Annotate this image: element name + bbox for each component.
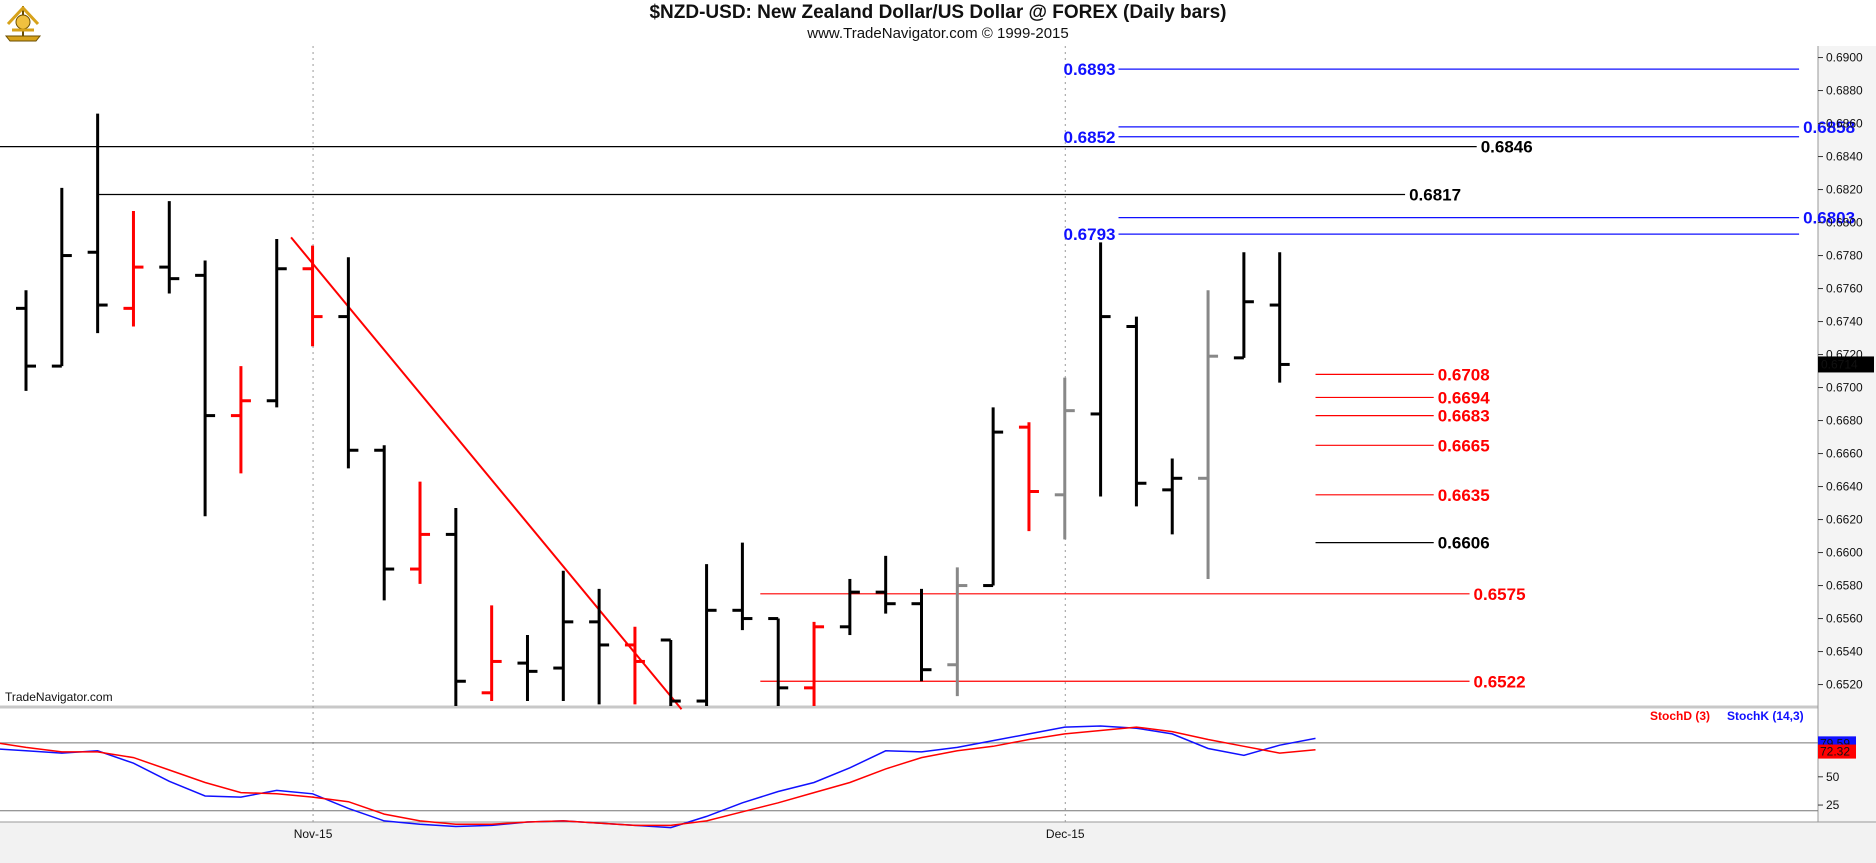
y-tick-label: 0.6620 (1826, 513, 1863, 527)
price-level-label: 0.6665 (1438, 436, 1490, 455)
stoch-value-label: 72.32 (1820, 745, 1850, 759)
y-tick-label: 0.6580 (1826, 579, 1863, 593)
stoch-tick-label: 50 (1826, 770, 1840, 784)
price-level-label: 0.6893 (1064, 60, 1116, 79)
price-level-label: 0.6635 (1438, 486, 1490, 505)
price-level-label: 0.6846 (1481, 138, 1533, 157)
y-tick-label: 0.6840 (1826, 150, 1863, 164)
y-tick-label: 0.6600 (1826, 546, 1863, 560)
ohlc-bar (1126, 316, 1147, 507)
ohlc-bar (16, 290, 36, 391)
price-bars (16, 113, 1290, 706)
ohlc-bars (16, 113, 1290, 706)
ohlc-bar (589, 588, 610, 705)
price-level-label: 0.6694 (1438, 388, 1491, 407)
date-tick-label: Dec-15 (1046, 827, 1085, 841)
price-level-label: 0.6817 (1409, 186, 1461, 205)
stoch-line-k (0, 725, 1316, 829)
last-price-tag (1818, 356, 1874, 373)
price-level-label: 0.6793 (1064, 225, 1116, 244)
last-price-label: 0.6714 (1821, 357, 1858, 371)
ohlc-bar (123, 211, 144, 327)
y-tick-label: 0.6800 (1826, 216, 1863, 230)
price-level-label: 0.6575 (1474, 585, 1526, 604)
ohlc-bar (1162, 458, 1183, 535)
ohlc-bar (624, 626, 645, 705)
price-level-label: 0.6803 (1803, 209, 1855, 228)
y-tick-label: 0.6900 (1826, 51, 1863, 65)
legend-stochd: StochD (3) (1650, 709, 1710, 723)
price-level-label: 0.6852 (1064, 128, 1116, 147)
stoch-value-tag (1818, 744, 1856, 759)
ohlc-bar (338, 257, 359, 469)
ohlc-bar (732, 542, 753, 631)
watermark: TradeNavigator.com (5, 690, 113, 704)
chart-title: $NZD-USD: New Zealand Dollar/US Dollar @… (649, 2, 1227, 23)
ohlc-bar (410, 481, 431, 584)
ohlc-bar (553, 570, 574, 702)
ohlc-bar (983, 407, 1004, 588)
ohlc-bar (1233, 252, 1254, 360)
date-strip (0, 822, 1876, 863)
y-tick-label: 0.6540 (1826, 645, 1863, 659)
ohlc-bar (1198, 290, 1219, 579)
trendline (290, 236, 683, 710)
chart-background (0, 46, 1876, 863)
stochastic-panel (0, 725, 1818, 829)
y-tick-label: 0.6780 (1826, 249, 1863, 263)
y-tick-label: 0.6660 (1826, 447, 1863, 461)
axis-background (1818, 46, 1876, 822)
ohlc-bar (660, 638, 681, 706)
price-level-label: 0.6522 (1474, 672, 1526, 691)
ohlc-bar (696, 564, 717, 706)
price-level-label: 0.6683 (1438, 407, 1490, 426)
y-tick-label: 0.6640 (1826, 480, 1863, 494)
price-level-label: 0.6708 (1438, 365, 1490, 384)
ohlc-bar (947, 567, 968, 697)
ohlc-bar (875, 555, 896, 614)
ohlc-bar (911, 588, 932, 682)
ohlc-bar (445, 508, 466, 706)
y-tick-label: 0.6880 (1826, 84, 1863, 98)
ohlc-bar (302, 245, 323, 347)
ohlc-bar (517, 635, 538, 702)
ohlc-bar (768, 617, 789, 706)
stoch-panel (0, 706, 1818, 822)
ohlc-bar (804, 621, 825, 706)
ohlc-bar (87, 113, 108, 334)
y-tick-label: 0.6740 (1826, 315, 1863, 329)
y-tick-label: 0.6680 (1826, 414, 1863, 428)
y-tick-label: 0.6760 (1826, 282, 1863, 296)
ohlc-bar (51, 187, 72, 368)
ohlc-bar (839, 578, 860, 636)
price-level-label: 0.6858 (1803, 118, 1855, 137)
price-levels: 0.6893 0.6858 0.6852 0.6846 0.6817 0.6803 0.67… (0, 60, 1855, 710)
ohlc-bar (1269, 252, 1290, 383)
ohlc-bar (230, 366, 251, 474)
ohlc-bar (374, 445, 395, 601)
price-panel (0, 46, 1818, 706)
stoch-tick-label: 25 (1826, 798, 1840, 812)
y-tick-label: 0.6700 (1826, 381, 1863, 395)
date-tick-label: Nov-15 (294, 827, 333, 841)
price-level-label: 0.6606 (1438, 534, 1490, 553)
y-tick-label: 0.6860 (1826, 117, 1863, 131)
trade-navigator-logo-icon (4, 5, 42, 42)
axes: Nov-15 Dec-15 0.6900 0.6880 0.6860 0.6840 0.68… (294, 51, 1874, 841)
ohlc-bar (481, 605, 502, 702)
ohlc-bar (266, 239, 287, 408)
chart-subtitle: www.TradeNavigator.com © 1999-2015 (807, 25, 1069, 42)
ohlc-bar (1054, 377, 1075, 540)
stoch-line-d (0, 726, 1316, 827)
ohlc-bar (1018, 422, 1039, 532)
ohlc-bar (159, 201, 180, 294)
ohlc-bar (195, 260, 216, 517)
y-tick-label: 0.6560 (1826, 612, 1863, 626)
y-tick-label: 0.6820 (1826, 183, 1863, 197)
ohlc-bar (1090, 242, 1111, 497)
legend-stochk: StochK (14,3) (1727, 709, 1804, 723)
y-tick-label: 0.6520 (1826, 678, 1863, 692)
